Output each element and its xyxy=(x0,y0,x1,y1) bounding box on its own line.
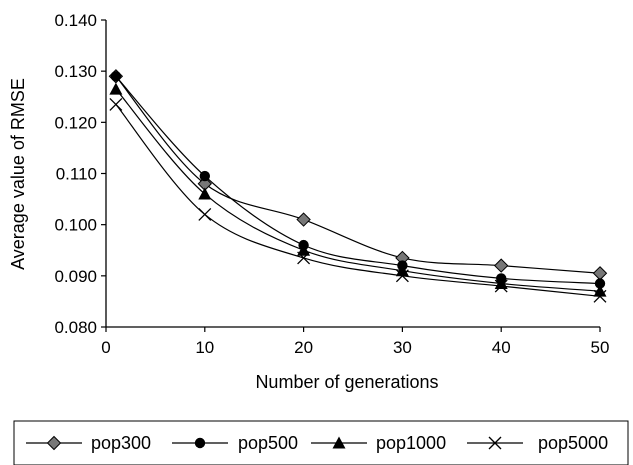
x-marker-stroke xyxy=(109,97,123,111)
legend-label-pop300: pop300 xyxy=(91,433,151,453)
data-point-pop5000 xyxy=(395,269,409,283)
x-tick-label: 50 xyxy=(591,338,610,357)
data-point-pop1000 xyxy=(198,187,212,200)
data-point-pop5000 xyxy=(297,251,311,265)
y-tick-label: 0.140 xyxy=(54,11,97,30)
x-marker-stroke xyxy=(395,269,409,283)
x-marker-stroke xyxy=(198,207,212,221)
x-tick-label: 40 xyxy=(492,338,511,357)
y-tick-label: 0.120 xyxy=(54,113,97,132)
series-line-pop1000 xyxy=(115,88,601,292)
data-point-pop5000 xyxy=(494,279,508,293)
legend-label-pop5000: pop5000 xyxy=(538,433,608,453)
data-point-pop5000 xyxy=(593,289,607,303)
data-point-pop5000 xyxy=(109,97,123,111)
legend-label-pop1000: pop1000 xyxy=(376,433,446,453)
data-point-pop300 xyxy=(592,266,608,281)
y-tick-label: 0.110 xyxy=(56,165,97,184)
legend-marker-pop500 xyxy=(194,437,206,449)
y-tick-label: 0.100 xyxy=(54,216,97,235)
data-point-pop5000 xyxy=(198,207,212,221)
x-tick-label: 20 xyxy=(294,338,313,357)
data-point-pop1000 xyxy=(297,243,311,256)
x-marker-stroke xyxy=(297,251,311,265)
x-tick-label: 0 xyxy=(101,338,110,357)
data-point-pop500 xyxy=(199,170,210,182)
data-point-pop300 xyxy=(493,258,509,273)
y-tick-label: 0.130 xyxy=(54,62,97,81)
legend-marker-pop1000 xyxy=(332,436,346,449)
legend-marker-pop300 xyxy=(46,435,62,451)
y-axis-title: Average value of RMSE xyxy=(8,78,28,270)
x-tick-label: 10 xyxy=(195,338,214,357)
y-tick-label: 0.080 xyxy=(54,318,97,337)
x-tick-label: 30 xyxy=(393,338,412,357)
y-tick-label: 0.090 xyxy=(54,267,97,286)
data-point-pop500 xyxy=(110,71,122,82)
data-point-pop300 xyxy=(296,212,311,227)
series-line-pop5000 xyxy=(115,104,601,297)
legend-marker-pop5000 xyxy=(488,436,502,450)
data-point-pop1000 xyxy=(109,82,123,95)
x-marker-stroke xyxy=(593,289,607,303)
data-point-pop500 xyxy=(594,278,606,289)
legend: pop300 pop500 pop1000 pop5000 xyxy=(13,420,629,465)
plot-area: 0.080 0.090 0.100 0.110 0.120 0.130 0.140 0 10 20… xyxy=(54,11,609,357)
legend-label-pop500: pop500 xyxy=(238,433,298,453)
x-axis-title: Number of generations xyxy=(255,372,438,392)
series-line-pop300 xyxy=(115,75,601,274)
x-marker-stroke xyxy=(494,279,508,293)
x-marker-stroke xyxy=(488,436,502,450)
series-line-pop500 xyxy=(115,75,601,285)
